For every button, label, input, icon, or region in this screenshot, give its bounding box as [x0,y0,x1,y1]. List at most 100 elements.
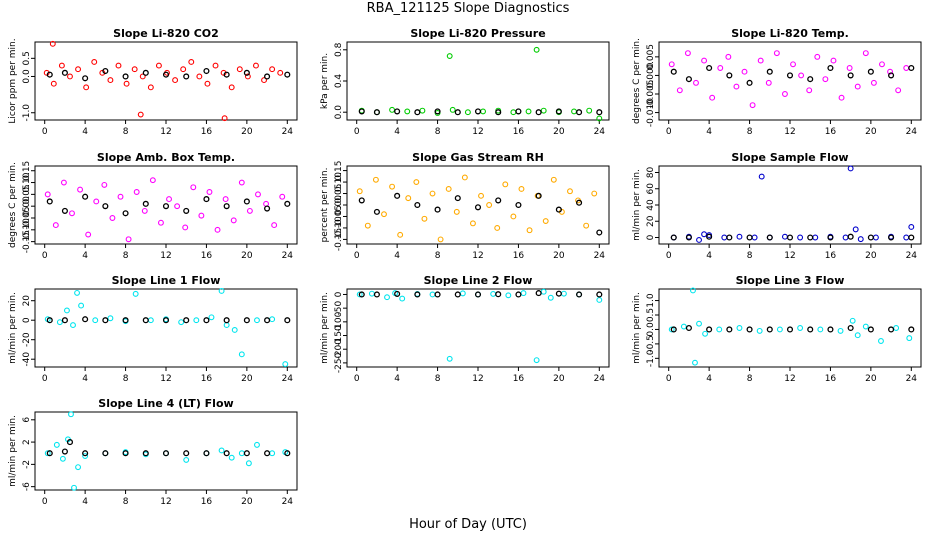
data-point-raw [445,185,452,192]
data-point-raw [510,213,517,220]
x-tick-label: 0 [354,374,360,384]
data-point-hourly [576,109,583,116]
data-point-raw [676,87,683,94]
data-point-raw [421,215,428,222]
data-point-raw [781,91,788,97]
data-point-hourly [414,201,421,209]
data-point-raw [717,65,724,71]
data-point-raw [174,203,181,210]
panel-title: Slope Line 4 (LT) Flow [98,397,233,410]
y-tick-label: 0.10 [334,172,344,192]
data-point-raw [533,357,540,364]
data-point-raw [254,441,260,448]
data-point-raw [182,224,189,231]
data-point-hourly [746,326,753,333]
data-point-hourly [122,450,129,457]
data-point-hourly [61,317,68,324]
data-point-raw [381,211,387,218]
y-tick-label: -250 [334,352,344,373]
y-tick-label: -0.10 [334,216,344,240]
data-point-hourly [454,291,461,298]
y-tick-label: 80 [646,167,656,179]
data-point-hourly [183,73,190,80]
data-point-raw [50,80,57,87]
data-point-raw [887,68,894,75]
data-point-hourly [685,234,692,241]
data-point-raw [218,447,225,454]
data-point-raw [69,210,75,217]
y-tick-label: -6 [22,482,32,491]
data-point-raw [68,411,74,418]
data-point-raw [419,107,426,114]
y-axis-label: ml/min per min. [8,292,18,364]
x-tick-label: 20 [553,251,565,261]
data-point-hourly [786,326,794,333]
data-point-raw [212,62,219,69]
data-point-hourly [162,450,170,457]
plot-frame [346,41,610,121]
data-point-hourly [46,317,53,324]
data-point-raw [180,66,187,73]
x-tick-label: 4 [82,374,88,384]
x-tick-label: 16 [825,374,837,384]
data-point-hourly [746,234,753,241]
data-point-hourly [474,204,482,211]
data-point-raw [494,224,501,231]
data-point-raw [797,325,804,331]
data-point-raw [279,193,286,200]
data-point-hourly [726,234,733,241]
data-point-hourly [82,193,89,200]
x-tick-label: 8 [435,251,441,261]
x-tick-label: 24 [594,374,606,384]
data-point-raw [870,79,877,86]
x-tick-label: 12 [472,374,483,384]
data-point-raw [269,316,276,323]
data-point-hourly [183,207,190,214]
data-point-raw [806,87,813,94]
data-point-raw [172,77,179,84]
panel-3: Slope Amb. Box Temp. 0 4 8 12 16 20 24 -0.15-0.1… [8,151,298,261]
data-point-hourly [243,317,250,324]
data-point-raw [82,453,89,459]
x-tick-label: 24 [906,127,918,137]
data-point-raw [166,196,172,203]
data-point-raw [790,61,796,68]
data-point-raw [178,319,185,326]
data-point-hourly [373,291,380,298]
data-point-raw [208,314,215,321]
data-point-raw [838,94,845,101]
y-tick-label: 0.005 [646,44,656,70]
y-tick-label: 0.8 [334,42,344,57]
figure-title: RBA_121125 Slope Diagnostics [366,1,570,16]
data-point-raw [736,325,743,331]
data-point-raw [389,106,396,113]
y-axis-label: degrees C per min. [8,162,18,248]
x-tick-label: 16 [201,251,213,261]
data-point-hourly [284,71,291,78]
data-point-hourly [908,64,915,72]
data-point-raw [254,317,260,324]
x-tick-label: 8 [747,251,753,261]
data-point-hourly [596,291,603,298]
x-tick-label: 12 [472,127,483,137]
data-point-hourly [414,109,421,116]
data-point-hourly [162,317,170,324]
y-tick-label: 0.05 [334,184,344,204]
data-point-hourly [867,326,874,333]
data-point-raw [567,188,573,195]
data-point-hourly [847,324,854,332]
data-point-raw [542,218,549,225]
data-point-hourly [223,317,230,324]
x-tick-label: 4 [706,127,712,137]
x-tick-label: 20 [865,127,877,137]
data-point-raw [490,290,497,297]
data-point-hourly [264,73,271,80]
y-axis-label: degrees C per min. [632,38,642,124]
data-point-raw [93,198,100,205]
data-point-raw [190,184,197,191]
data-point-raw [193,317,200,324]
data-point-raw [684,50,691,57]
y-tick-label: 40 [646,199,656,211]
data-point-hourly [685,324,692,332]
y-tick-label: 6 [22,417,32,423]
